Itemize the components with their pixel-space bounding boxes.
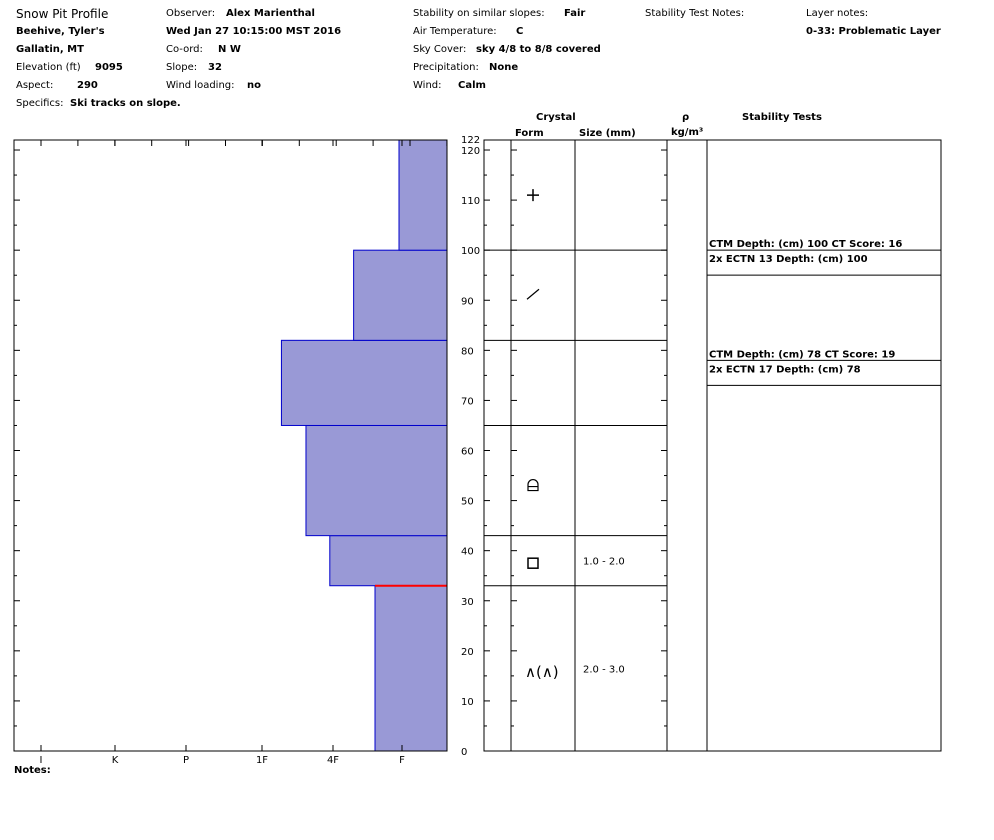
page-title: Snow Pit Profile [16,7,109,21]
hardness-tick-label: P [183,755,189,766]
stability-test-text: 2x ECTN 13 Depth: (cm) 100 [709,254,868,265]
elevation-value: 9095 [95,62,123,73]
crystal-form-mark [527,189,539,202]
crystal-table: 1.0 - 2.0 ∧(∧) 2.0 - 3.0 [483,139,942,752]
crystal-size-label: 2.0 - 3.0 [583,664,625,675]
hardness-bars [280,139,448,752]
chart-frames [13,139,448,752]
specifics-value: Ski tracks on slope. [70,98,181,109]
elevation-label: Elevation (ft) [16,62,81,73]
crystal-size-label: 1.0 - 2.0 [583,557,625,568]
precipitation-value: None [489,62,519,73]
hardness-tick-label: 1F [256,755,268,766]
form-header: Form [515,128,544,139]
depth-tick-label: 20 [461,647,474,658]
air-temp-value: C [516,26,524,37]
wind-value: Calm [458,80,486,91]
depth-tick-label: 0 [461,747,467,758]
stability-test-text: CTM Depth: (cm) 78 CT Score: 19 [709,349,895,360]
notes-label: Notes: [14,765,51,776]
depth-tick-label: 30 [461,597,474,608]
depth-tick-label: 120 [461,146,480,157]
depth-tick-label: 100 [461,246,480,257]
crystal-form-mark: ∧(∧) [525,663,559,681]
air-temp-label: Air Temperature: [413,26,497,37]
wind-loading-label: Wind loading: [166,80,235,91]
hardness-layer-bar [353,249,448,341]
observation-datetime: Wed Jan 27 10:15:00 MST 2016 [166,26,342,37]
hardness-layer-bar [305,424,448,537]
coord-label: Co-ord: [166,44,203,55]
sky-cover-value: sky 4/8 to 8/8 covered [476,44,601,55]
crystal-header: Crystal [536,112,576,123]
hardness-layer-bar [398,139,448,251]
hardness-tick-label: I [40,755,43,766]
sky-cover-label: Sky Cover: [413,44,467,55]
wind-label: Wind: [413,80,442,91]
stability-label: Stability on similar slopes: [413,8,545,19]
coord-value: N W [218,44,241,55]
precipitation-label: Precipitation: [413,62,479,73]
layer-notes-value: 0-33: Problematic Layer [806,26,941,37]
depth-tick-label: 80 [461,346,474,357]
depth-top-label: 122 [461,135,480,146]
stability-value: Fair [564,8,586,19]
location-region: Gallatin, MT [16,44,84,55]
depth-tick-label: 90 [461,296,474,307]
observer-label: Observer: [166,8,216,19]
aspect-label: Aspect: [16,80,54,91]
density-unit: kg/m³ [671,127,704,138]
stability-test-text: 2x ECTN 17 Depth: (cm) 78 [709,364,861,375]
depth-tick-label: 50 [461,497,474,508]
hardness-chart-frame [13,139,448,752]
depth-tick-label: 40 [461,547,474,558]
wind-loading-value: no [247,80,261,91]
crystal-form-mark [527,479,539,492]
depth-tick-label: 110 [461,196,480,207]
stability-notes-label: Stability Test Notes: [645,8,745,19]
stability-tests-header: Stability Tests [742,112,822,123]
size-header: Size (mm) [579,128,636,139]
depth-tick-label: 60 [461,447,474,458]
slope-value: 32 [208,62,222,73]
hardness-tick-label: K [112,755,119,766]
hardness-layer-bar [280,339,448,426]
depth-tick-label: 10 [461,697,474,708]
crystal-form-mark [526,288,540,300]
observer-value: Alex Marienthal [226,8,315,19]
density-symbol: ρ [682,112,690,123]
aspect-value: 290 [77,80,98,91]
specifics-label: Specifics: [16,98,64,109]
crystal-form-mark [527,557,539,569]
hardness-tick-label: 4F [327,755,339,766]
hardness-tick-label: F [399,755,405,766]
stability-test-list: CTM Depth: (cm) 100 CT Score: 16 2x ECTN … [707,239,941,386]
hardness-layer-bar [374,585,448,752]
location-name: Beehive, Tyler's [16,26,105,37]
slope-label: Slope: [166,62,198,73]
table-frame [483,139,942,752]
layer-notes-label: Layer notes: [806,8,869,19]
stability-test-text: CTM Depth: (cm) 100 CT Score: 16 [709,239,902,250]
hardness-layer-bar [329,535,448,587]
depth-tick-label: 70 [461,396,474,407]
